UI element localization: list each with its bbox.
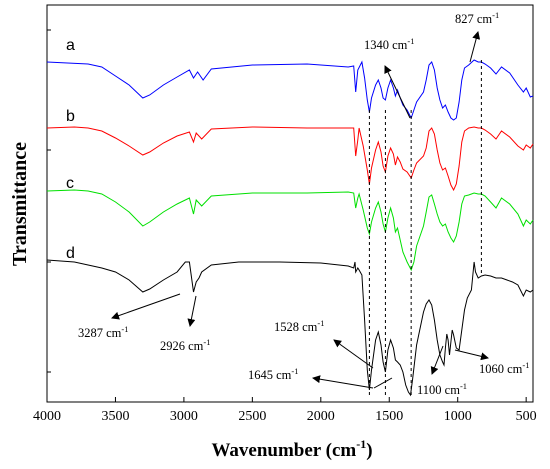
x-tick-label-1500: 1500 <box>375 409 403 424</box>
arrow-827 <box>469 31 481 63</box>
plot-frame <box>46 4 534 403</box>
x-tick-label-2500: 2500 <box>238 409 266 424</box>
annotation-827: 827 cm-1 <box>455 10 499 26</box>
annotation-1340: 1340 cm-1 <box>364 36 415 52</box>
annotation-3287: 3287 cm-1 <box>78 324 129 340</box>
x-tick-label-4000: 4000 <box>33 409 61 424</box>
series-line-a <box>46 59 534 121</box>
x-axis-title: Wavenumber (cm-1) <box>211 437 372 461</box>
y-axis-title: Transmittance <box>9 142 31 266</box>
arrow-1340 <box>384 65 411 119</box>
series-layer <box>46 59 534 397</box>
annotation-1645: 1645 cm-1 <box>248 366 299 382</box>
x-axis-ticks: 4000 3500 3000 2500 2000 1500 1000 500 <box>33 397 537 424</box>
series-line-d <box>46 259 534 397</box>
series-label-b: b <box>66 108 75 125</box>
series-line-b <box>46 126 534 192</box>
series-label-a: a <box>66 37 75 54</box>
x-tick-label-1000: 1000 <box>444 409 472 424</box>
series-line-c <box>46 189 534 272</box>
arrow-3287 <box>111 293 181 320</box>
series-label-d: d <box>66 245 75 262</box>
arrow-1100 <box>430 345 444 375</box>
series-label-c: c <box>66 175 74 192</box>
arrow-1645-link <box>373 377 393 389</box>
x-tick-label-3000: 3000 <box>170 409 198 424</box>
annotation-1060: 1060 cm-1 <box>479 360 530 376</box>
left-axis-ticks <box>47 29 51 373</box>
annotation-arrows <box>111 31 489 389</box>
annotation-1100: 1100 cm-1 <box>417 381 467 397</box>
x-tick-label-3500: 3500 <box>101 409 129 424</box>
arrow-1645 <box>312 375 374 389</box>
x-tick-label-500: 500 <box>516 409 537 424</box>
annotation-1528: 1528 cm-1 <box>274 318 325 334</box>
x-tick-label-2000: 2000 <box>307 409 335 424</box>
arrow-2926 <box>187 295 197 327</box>
annotation-2926: 2926 cm-1 <box>160 337 211 353</box>
arrow-1528 <box>333 339 374 369</box>
arrow-1060 <box>454 349 489 361</box>
